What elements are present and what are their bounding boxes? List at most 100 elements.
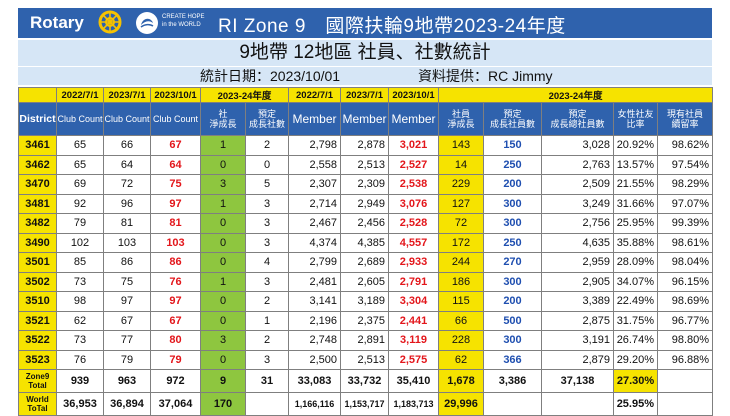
table-cell: 86 [103,252,151,273]
table-cell: 2,481 [288,271,341,292]
table-cell: 34.07% [613,271,658,292]
table-cell: 3 [245,232,289,253]
table-cell: 97 [103,291,151,312]
table-cell: 2,791 [388,271,439,292]
table-cell: 67 [103,310,151,331]
total-cell [245,392,289,416]
table-row: 3522 73 77 80 3 2 2,748 2,891 3,119 228 300 3,191 26… [18,330,714,351]
table-cell: 67 [150,135,201,156]
table-cell: 2,309 [340,174,389,195]
district-cell: 3501 [18,252,57,273]
table-cell: 3,389 [541,291,614,312]
table-cell: 150 [483,135,542,156]
table-cell: 73 [56,271,104,292]
table-cell: 81 [103,213,151,234]
table-cell: 115 [438,291,484,312]
table-cell: 21.55% [613,174,658,195]
table-cell: 2,196 [288,310,341,331]
table-cell: 13.57% [613,154,658,175]
table-cell: 96 [103,193,151,214]
column-header: Member [288,102,341,136]
district-cell: 3470 [18,174,57,195]
table-row: 3502 73 75 76 1 3 2,481 2,605 2,791 186 300 2,905 34… [18,271,714,292]
column-header: Member [388,102,439,136]
table-cell: 2,891 [340,330,389,351]
table-cell: 85 [56,252,104,273]
table-cell: 35.88% [613,232,658,253]
table-row: 3510 98 97 97 0 2 3,141 3,189 3,304 115 200 3,389 22… [18,291,714,312]
total-cell: 33,083 [288,369,341,393]
table-cell: 2,714 [288,193,341,214]
table-cell: 2,949 [340,193,389,214]
column-header: Member [340,102,389,136]
table-cell: 22.49% [613,291,658,312]
table-cell: 2,756 [541,213,614,234]
total-cell: 9 [200,369,246,393]
table-cell: 3,076 [388,193,439,214]
table-cell: 2,441 [388,310,439,331]
table-cell: 366 [483,349,542,370]
table-cell: 5 [245,174,289,195]
group-header: 2023/7/1 [340,87,389,103]
table-cell: 250 [483,232,542,253]
create-hope-tagline: CREATE HOPE in the WORLD [162,14,205,28]
table-cell: 0 [200,252,246,273]
table-row: 3462 65 64 64 0 0 2,558 2,513 2,527 14 250 2,763 13.… [18,154,714,175]
header-dates-row: 2022/7/1 2023/7/1 2023/10/1 2023-24年度 20… [18,87,714,103]
table-cell: 0 [200,291,246,312]
table-cell: 72 [103,174,151,195]
table-cell: 2,456 [340,213,389,234]
table-cell: 3,021 [388,135,439,156]
table-cell: 2,500 [288,349,341,370]
table-cell: 80 [150,330,201,351]
stat-date: 統計日期：2023/10/01 [200,68,341,84]
table-cell: 2,959 [541,252,614,273]
total-cell: 1,166,116 [288,392,341,416]
table-cell: 2 [245,135,289,156]
column-header: 預定 成長社員數 [483,102,542,136]
table-cell: 96.77% [656,310,714,331]
total-cell: 1,678 [438,369,484,393]
total-cell: 1,183,713 [388,392,439,416]
column-header: 預定 成長總社員數 [541,102,614,136]
table-cell: 3,141 [288,291,341,312]
table-cell: 65 [56,154,104,175]
table-cell: 3 [200,330,246,351]
district-cell: 3502 [18,271,57,292]
table-cell: 81 [150,213,201,234]
district-cell: 3481 [18,193,57,214]
table-cell: 92 [56,193,104,214]
page-title: RI Zone 9 國際扶輪9地帶2023-24年度 [218,16,566,37]
table-cell: 2,763 [541,154,614,175]
table-cell: 64 [103,154,151,175]
create-hope-logo-icon [136,12,158,34]
column-header-district: District [18,102,57,136]
table-cell: 186 [438,271,484,292]
table-cell: 4,557 [388,232,439,253]
district-cell: 3522 [18,330,57,351]
table-cell: 3,304 [388,291,439,312]
table-cell: 98.62% [656,135,714,156]
table-cell: 300 [483,193,542,214]
table-cell: 62 [438,349,484,370]
table-cell: 67 [150,310,201,331]
table-cell: 3 [245,213,289,234]
total-cell: 3,386 [483,369,542,393]
table-cell: 75 [150,174,201,195]
table-cell: 2,528 [388,213,439,234]
total-cell: 1,153,717 [340,392,389,416]
table-cell: 4,374 [288,232,341,253]
table-cell: 0 [200,154,246,175]
table-cell: 270 [483,252,542,273]
total-cell: 37,064 [150,392,201,416]
world-total-row: World ToTal 36,953 36,894 37,064 170 1,166,116… [18,392,714,416]
table-cell: 14 [438,154,484,175]
table-cell: 25.95% [613,213,658,234]
title-banner: Rotary CREATE HOPE in the WORLD RI Zone … [18,8,712,38]
column-header: 社 淨成長 [200,102,246,136]
table-cell: 2,558 [288,154,341,175]
table-cell: 73 [56,330,104,351]
table-cell: 98.04% [656,252,714,273]
table-cell: 2,689 [340,252,389,273]
column-header: 現有社員 續留率 [656,102,714,136]
